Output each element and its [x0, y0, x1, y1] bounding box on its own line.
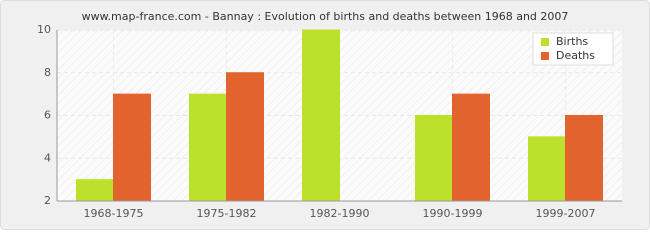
x-tick-label: 1975-1982: [197, 207, 257, 220]
bar: [565, 115, 603, 202]
chart-title: www.map-france.com - Bannay : Evolution …: [82, 10, 569, 23]
x-tick-label: 1968-1975: [84, 207, 144, 220]
legend-swatch: [541, 38, 549, 46]
y-tick-label: 4: [44, 151, 51, 164]
bar: [415, 115, 453, 202]
legend-label: Births: [556, 35, 588, 48]
x-tick-label: 1990-1999: [423, 207, 483, 220]
y-tick-label: 2: [44, 194, 51, 207]
bar: [226, 72, 264, 202]
x-tick-label: 1999-2007: [536, 207, 596, 220]
x-tick-label: 1982-1990: [310, 207, 370, 220]
chart: www.map-france.com - Bannay : Evolution …: [0, 0, 650, 230]
legend-swatch: [541, 52, 549, 60]
bar: [189, 93, 227, 202]
bar: [76, 179, 114, 202]
y-tick-label: 10: [37, 23, 51, 36]
y-tick-label: 6: [44, 109, 51, 122]
bar: [528, 136, 566, 202]
legend-label: Deaths: [556, 49, 595, 62]
bar: [113, 93, 151, 202]
bar: [302, 29, 340, 202]
bar: [452, 93, 490, 202]
y-tick-label: 8: [44, 66, 51, 79]
